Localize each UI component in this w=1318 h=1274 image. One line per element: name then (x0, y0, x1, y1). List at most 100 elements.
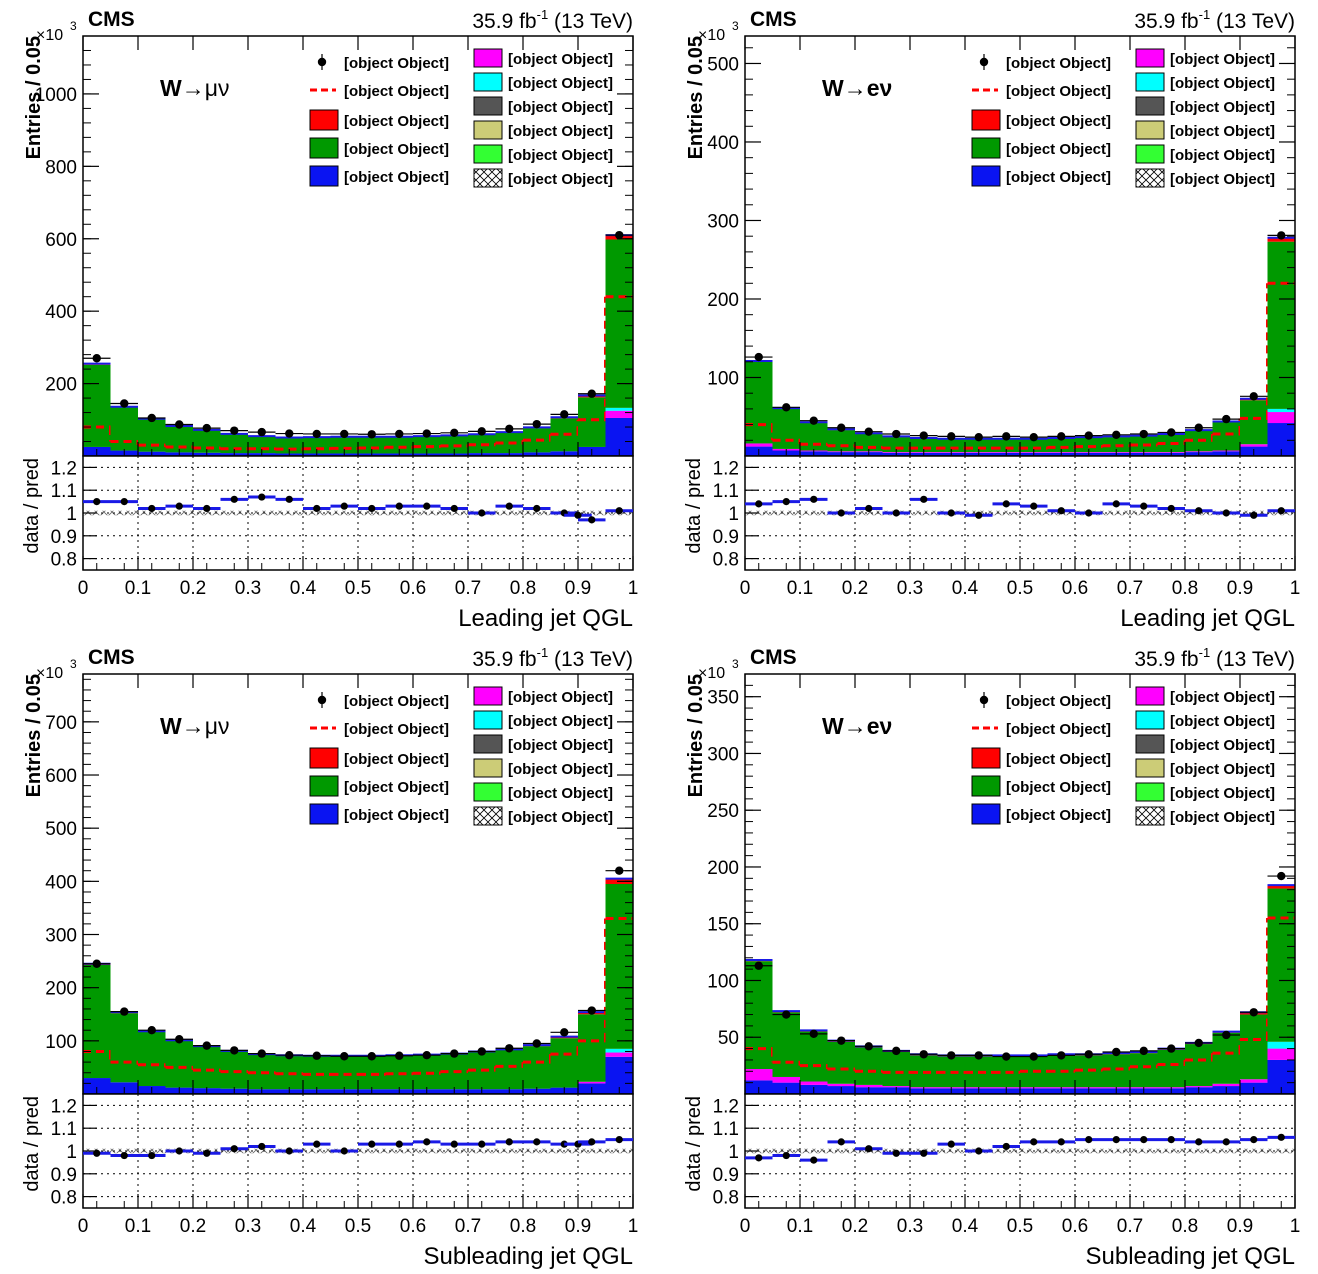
legend-swatch (1135, 782, 1165, 802)
data-point (395, 429, 404, 439)
x-tick-label: 0.4 (952, 578, 979, 599)
x-tick-label: 0.2 (180, 578, 206, 599)
legend-label: [object Object] (344, 55, 449, 72)
data-point (974, 432, 983, 442)
data-point (340, 1052, 349, 1061)
y-tick-label: 300 (45, 926, 77, 947)
data-point (1277, 231, 1286, 240)
y-tick-label: 400 (45, 302, 77, 323)
y-tick-label: 100 (707, 368, 739, 389)
lumi-exponent: -1 (1199, 645, 1211, 660)
ratio-point (1222, 1138, 1230, 1146)
legend-label: [object Object] (508, 99, 613, 116)
stack-bar (165, 1040, 193, 1088)
data-point (1277, 871, 1286, 881)
lumi-exponent: -1 (1199, 7, 1211, 22)
y-tick-label: 500 (707, 54, 739, 75)
ratio-point (148, 1151, 156, 1160)
data-point (1057, 432, 1066, 441)
stack-bar (523, 1046, 551, 1089)
legend-label: [object Object] (1170, 689, 1275, 706)
ratio-point (920, 495, 928, 503)
channel-leptons: eν (867, 713, 893, 739)
stack-bar (1102, 1054, 1130, 1088)
x-tick-label: 0.6 (400, 1216, 426, 1237)
legend-label: [object Object] (1006, 751, 1111, 768)
x-tick-label: 0.2 (842, 1216, 868, 1237)
stack-bar (1212, 422, 1240, 451)
ratio-point (450, 1140, 458, 1148)
legend-swatch (971, 165, 1001, 187)
data-point (560, 1028, 569, 1037)
legend-label: [object Object] (508, 737, 613, 754)
legend-label: [object Object] (344, 721, 449, 738)
ratio-point (120, 1151, 128, 1160)
legend-swatch (473, 144, 503, 164)
ratio-point (837, 509, 845, 517)
y-tick-label: 50 (718, 1028, 739, 1049)
data-point (1249, 1008, 1258, 1017)
lumi-exponent: -1 (537, 645, 549, 660)
legend-label: [object Object] (508, 147, 613, 164)
ratio-point (1085, 509, 1093, 517)
y-axis-label: Entries / 0.05 (685, 674, 707, 797)
mc-stat-unc-band (83, 510, 633, 516)
cms-label: CMS (88, 646, 135, 669)
data-point (450, 1049, 459, 1058)
lumi-label: 35.9 fb-1 (13 TeV) (1134, 645, 1295, 671)
data-point (92, 354, 101, 363)
data-point (1167, 428, 1176, 437)
stack-bar (1185, 1086, 1213, 1088)
data-point (919, 1050, 928, 1059)
data-point (1084, 431, 1093, 440)
x-tick-label: 0.1 (787, 1216, 813, 1237)
ratio-point (340, 502, 348, 510)
ratio-point (615, 507, 623, 515)
legend-swatch-hatch (1135, 168, 1165, 188)
lumi-value: 35.9 fb (1134, 10, 1198, 33)
axis-multiplier: ×10 (36, 27, 63, 44)
legend-label: [object Object] (508, 785, 613, 802)
data-point (505, 424, 514, 434)
data-point (395, 1051, 404, 1060)
ratio-point (947, 1140, 955, 1148)
data-point (1139, 1046, 1148, 1056)
x-tick-label: 0.9 (1227, 1216, 1253, 1237)
ratio-point (203, 1149, 211, 1157)
legend-swatch (309, 747, 339, 769)
stack-bar (745, 443, 773, 447)
axis-multiplier: ×10 (36, 665, 63, 682)
x-tick-label: 0 (78, 578, 89, 599)
lumi-exponent: -1 (537, 7, 549, 22)
x-tick-label: 0.6 (1062, 1216, 1088, 1237)
legend-swatch (473, 710, 503, 730)
legend-swatch (1135, 48, 1165, 68)
x-tick-label: 0.8 (510, 578, 536, 599)
y-tick-label: 200 (45, 375, 77, 396)
legend-swatch (309, 109, 339, 131)
stack-bar (1267, 885, 1295, 889)
y-tick-label: 400 (707, 133, 739, 154)
ratio-point (975, 511, 983, 519)
ratio-point (423, 502, 431, 510)
x-tick-label: 0 (78, 1216, 89, 1237)
stack-bar (1240, 444, 1268, 447)
stack-bar (1185, 1044, 1213, 1087)
axis-multiplier-exponent: 3 (732, 19, 739, 33)
ratio-point (588, 1138, 596, 1146)
legend-label: [object Object] (344, 113, 449, 130)
stack-bar (1240, 1014, 1268, 1080)
data-point (837, 423, 846, 432)
y-tick-label: 200 (45, 979, 77, 1000)
channel-label: W→μν (160, 75, 229, 101)
ratio-y-tick-label: 0.9 (713, 1165, 739, 1186)
y-tick-label: 300 (707, 744, 739, 765)
data-point (477, 1047, 486, 1056)
legend-swatch (309, 137, 339, 159)
x-tick-label: 0.1 (125, 1216, 151, 1237)
data-point (1029, 1052, 1038, 1061)
ratio-y-tick-label: 0.9 (51, 1165, 77, 1186)
stack-bar (138, 1031, 166, 1087)
ratio-point (258, 1142, 266, 1151)
channel-arrow: → (844, 75, 867, 101)
